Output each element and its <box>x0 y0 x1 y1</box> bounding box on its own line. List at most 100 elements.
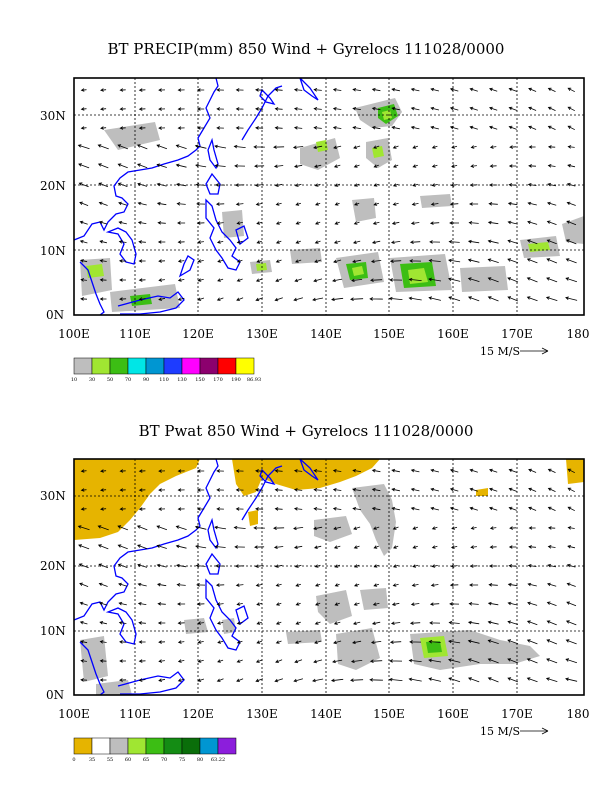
wind-arrow <box>233 144 246 149</box>
wind-arrow <box>565 239 577 245</box>
lat-label: 20N <box>40 179 66 193</box>
wind-arrow <box>80 259 88 263</box>
wind-arrow <box>79 201 89 206</box>
wind-arrow <box>408 677 422 682</box>
wind-arrow <box>255 583 263 587</box>
wind-arrow <box>547 563 556 568</box>
wind-arrow <box>489 125 498 130</box>
wind-arrow <box>488 183 498 187</box>
wind-arrow <box>451 526 458 530</box>
wind-arrow <box>295 221 301 225</box>
colorbar-swatch <box>127 737 147 755</box>
precip-wind-vectors <box>77 87 578 302</box>
colorbar-swatch <box>235 357 255 375</box>
wind-arrow <box>469 202 479 206</box>
precip-lon-labels: 100E 110E 120E 130E 140E 150E 160E 170E … <box>58 327 589 341</box>
colorbar-label: 30 <box>89 377 95 383</box>
wind-arrow <box>295 240 301 244</box>
wind-arrow <box>469 468 478 473</box>
wind-arrow <box>354 183 360 187</box>
wind-arrow <box>392 145 399 149</box>
wind-arrow <box>119 640 127 644</box>
wind-arrow <box>293 88 303 92</box>
wind-arrow <box>255 659 263 663</box>
wind-arrow <box>196 602 205 606</box>
wind-arrow <box>450 564 458 568</box>
wind-arrow <box>527 564 537 568</box>
wind-arrow <box>334 202 340 206</box>
wind-arrow <box>236 640 243 644</box>
wind-arrow <box>528 526 536 530</box>
wind-arrow <box>99 640 107 644</box>
wind-arrow <box>80 278 87 282</box>
wind-arrow <box>373 545 379 549</box>
wind-arrow <box>467 239 480 244</box>
wind-arrow <box>489 164 497 168</box>
wind-arrow <box>507 239 519 244</box>
wind-arrow <box>295 583 302 587</box>
wind-arrow <box>274 88 283 92</box>
wind-arrow <box>526 277 538 283</box>
wind-arrow <box>156 525 168 531</box>
wind-arrow <box>158 278 165 282</box>
wind-arrow <box>567 468 575 474</box>
wind-arrow <box>256 640 263 644</box>
wind-arrow <box>428 277 442 282</box>
colorbar-swatch <box>217 737 237 755</box>
wind-arrow <box>158 469 166 473</box>
lat-label: 10N <box>40 244 66 258</box>
wind-arrow <box>234 183 245 187</box>
wind-arrow <box>254 164 265 168</box>
wind-arrow <box>489 87 498 92</box>
wind-arrow <box>488 583 498 587</box>
wind-arrow <box>98 182 109 188</box>
wind-arrow <box>467 277 480 282</box>
wind-arrow <box>428 677 441 682</box>
wind-arrow <box>547 506 556 511</box>
colorbar-swatch <box>181 357 201 375</box>
pwat-lon-labels: 100E 110E 120E 130E 140E 150E 160E 170E … <box>58 707 589 721</box>
wind-arrow <box>294 640 302 644</box>
wind-arrow <box>216 488 224 492</box>
wind-arrow <box>275 221 282 225</box>
wind-arrow <box>409 621 421 625</box>
wind-arrow <box>235 469 244 473</box>
lon-label: 110E <box>119 327 151 341</box>
wind-arrow <box>79 621 88 625</box>
wind-arrow <box>373 164 379 168</box>
wind-arrow <box>332 107 342 111</box>
lon-label: 170E <box>501 707 533 721</box>
wind-arrow <box>293 469 303 473</box>
colorbar-label: 70 <box>125 377 131 383</box>
wind-arrow <box>469 506 478 511</box>
wind-arrow <box>546 277 558 283</box>
wind-arrow <box>487 658 499 664</box>
wind-arrow <box>98 601 108 606</box>
wind-arrow <box>295 602 301 606</box>
wind-arrow <box>78 163 90 169</box>
wind-arrow <box>470 164 477 168</box>
colorbar-label: 35 <box>89 757 95 763</box>
wind-arrow <box>428 258 441 263</box>
wind-arrow <box>78 182 89 188</box>
wind-arrow <box>546 658 558 664</box>
wind-arrow <box>334 583 340 587</box>
wind-arrow <box>451 164 458 168</box>
wind-arrow <box>449 87 459 92</box>
wind-arrow <box>507 582 518 587</box>
wind-arrow <box>507 620 519 625</box>
wind-arrow <box>255 107 264 111</box>
wind-arrow <box>118 220 127 225</box>
wind-arrow <box>565 296 578 301</box>
lat-label: 20N <box>40 559 66 573</box>
wind-arrow <box>430 583 439 587</box>
wind-arrow <box>157 221 166 225</box>
wind-arrow <box>391 487 400 492</box>
wind-arrow <box>293 507 303 511</box>
wind-arrow <box>273 145 285 149</box>
wind-arrow <box>100 88 107 92</box>
colorbar-label: 55 <box>107 757 113 763</box>
wind-arrow <box>293 488 303 492</box>
lon-label: 150E <box>373 707 405 721</box>
colorbar-label: 190 <box>231 377 241 383</box>
